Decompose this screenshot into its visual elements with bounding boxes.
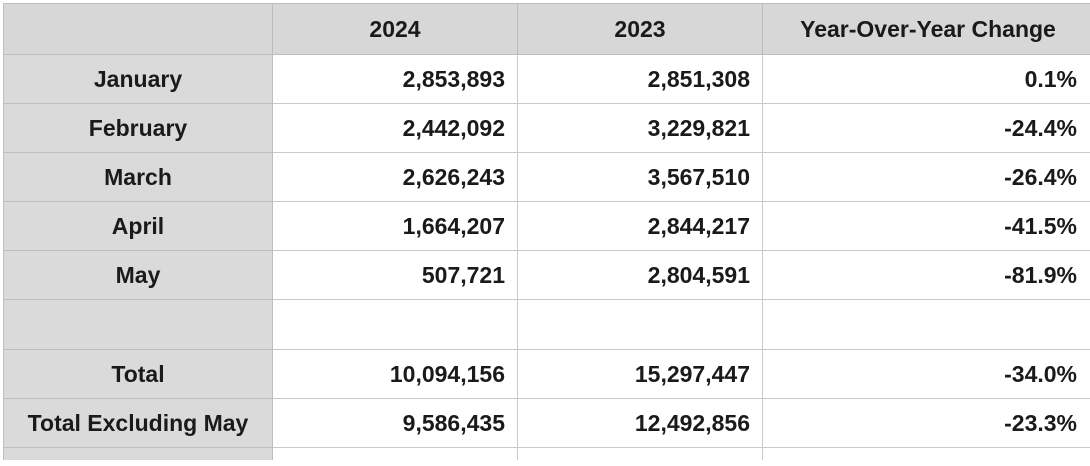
row-label[interactable] bbox=[3, 299, 273, 350]
value-yoy-change[interactable] bbox=[762, 299, 1090, 350]
row-label[interactable]: March bbox=[3, 152, 273, 202]
row-label[interactable]: May bbox=[3, 250, 273, 300]
header-2023[interactable]: 2023 bbox=[517, 3, 763, 55]
row-label[interactable] bbox=[3, 447, 273, 460]
value-2024[interactable]: 507,721 bbox=[272, 250, 518, 300]
table-row: May 507,721 2,804,591 -81.9% bbox=[3, 250, 1090, 300]
value-2023[interactable]: 2,804,591 bbox=[517, 250, 763, 300]
table-row: April 1,664,207 2,844,217 -41.5% bbox=[3, 201, 1090, 251]
table-row: March 2,626,243 3,567,510 -26.4% bbox=[3, 152, 1090, 202]
value-2023[interactable]: 15,297,447 bbox=[517, 349, 763, 399]
monthly-comparison-table: 2024 2023 Year-Over-Year Change January … bbox=[3, 3, 1090, 460]
value-yoy-change[interactable]: -81.9% bbox=[762, 250, 1090, 300]
empty-row bbox=[3, 299, 1090, 350]
header-yoy-change[interactable]: Year-Over-Year Change bbox=[762, 3, 1090, 55]
value-2024[interactable]: 10,094,156 bbox=[272, 349, 518, 399]
row-label[interactable]: February bbox=[3, 103, 273, 153]
value-2024[interactable] bbox=[272, 299, 518, 350]
value-yoy-change[interactable]: -23.3% bbox=[762, 398, 1090, 448]
header-corner-cell[interactable] bbox=[3, 3, 273, 55]
value-2024[interactable]: 2,626,243 bbox=[272, 152, 518, 202]
header-2024[interactable]: 2024 bbox=[272, 3, 518, 55]
value-2024[interactable]: 2,442,092 bbox=[272, 103, 518, 153]
row-label[interactable]: Total Excluding May bbox=[3, 398, 273, 448]
header-row: 2024 2023 Year-Over-Year Change bbox=[3, 3, 1090, 55]
empty-cell[interactable] bbox=[762, 447, 1090, 460]
row-label[interactable]: April bbox=[3, 201, 273, 251]
table-row-total-excluding-may: Total Excluding May 9,586,435 12,492,856… bbox=[3, 398, 1090, 448]
value-2024[interactable]: 2,853,893 bbox=[272, 54, 518, 104]
empty-row bbox=[3, 447, 1090, 460]
empty-cell[interactable] bbox=[517, 447, 763, 460]
value-2023[interactable]: 3,567,510 bbox=[517, 152, 763, 202]
empty-cell[interactable] bbox=[272, 447, 518, 460]
value-2023[interactable]: 2,851,308 bbox=[517, 54, 763, 104]
value-2024[interactable]: 1,664,207 bbox=[272, 201, 518, 251]
value-2023[interactable] bbox=[517, 299, 763, 350]
value-yoy-change[interactable]: -24.4% bbox=[762, 103, 1090, 153]
table-row: January 2,853,893 2,851,308 0.1% bbox=[3, 54, 1090, 104]
value-2023[interactable]: 12,492,856 bbox=[517, 398, 763, 448]
value-yoy-change[interactable]: -34.0% bbox=[762, 349, 1090, 399]
value-yoy-change[interactable]: -41.5% bbox=[762, 201, 1090, 251]
row-label[interactable]: Total bbox=[3, 349, 273, 399]
value-2023[interactable]: 3,229,821 bbox=[517, 103, 763, 153]
table-row-total: Total 10,094,156 15,297,447 -34.0% bbox=[3, 349, 1090, 399]
row-label[interactable]: January bbox=[3, 54, 273, 104]
value-2024[interactable]: 9,586,435 bbox=[272, 398, 518, 448]
table-row: February 2,442,092 3,229,821 -24.4% bbox=[3, 103, 1090, 153]
value-2023[interactable]: 2,844,217 bbox=[517, 201, 763, 251]
value-yoy-change[interactable]: 0.1% bbox=[762, 54, 1090, 104]
value-yoy-change[interactable]: -26.4% bbox=[762, 152, 1090, 202]
